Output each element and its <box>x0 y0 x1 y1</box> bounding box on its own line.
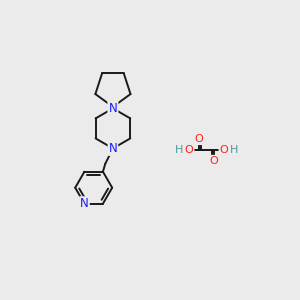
Text: N: N <box>80 197 89 210</box>
Text: N: N <box>109 142 117 155</box>
Text: O: O <box>219 145 228 155</box>
Text: N: N <box>109 100 117 113</box>
Text: H: H <box>175 145 183 155</box>
Text: O: O <box>185 145 194 155</box>
Text: N: N <box>109 102 117 115</box>
Text: O: O <box>195 134 204 144</box>
Text: H: H <box>230 145 238 155</box>
Text: O: O <box>209 156 218 166</box>
